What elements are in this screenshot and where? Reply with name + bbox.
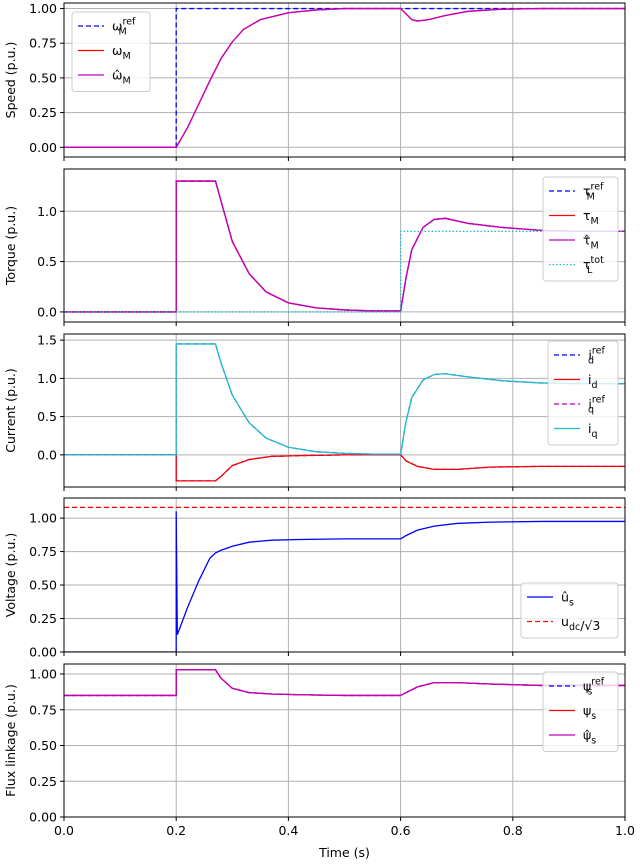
legend-entry-label: τref M	[583, 182, 604, 203]
y-tick-label: 0.50	[29, 70, 57, 85]
legend-entry-label: iref d	[588, 346, 605, 367]
legend-entry-label: τtot L	[583, 255, 604, 276]
y-tick-label: 1.00	[29, 667, 57, 682]
legend-box	[542, 671, 619, 752]
legend-entry-label: id	[588, 372, 598, 391]
legend-entry-label: iq	[588, 421, 598, 440]
flux-panel: 0.00 0.25 0.50 0.75 1.00 Flux linkage (p.u.) 0…	[3, 663, 635, 860]
y-tick-label: 0.50	[29, 578, 57, 593]
x-tick-label: 0.2	[166, 823, 186, 838]
y-tick-label: 1.00	[29, 511, 57, 526]
torque-y-axis-label: Torque (p.u.)	[3, 206, 18, 286]
legend-entry-label: udc/√3	[561, 614, 600, 633]
y-tick-label: 0.00	[29, 140, 57, 155]
x-tick-label: 0.8	[503, 823, 523, 838]
current-panel: 0.0 0.5 1.0 1.5 Current (p.u.) iref d id iref q iq	[3, 333, 626, 491]
y-tick-label: 0.0	[37, 447, 57, 462]
speed-y-axis-label: Speed (p.u.)	[3, 42, 18, 119]
legend-box	[71, 11, 151, 92]
speed-legend: ωref M ωM ω̂M	[71, 11, 151, 92]
torque-axes-frame	[63, 168, 626, 323]
flux-grid	[63, 664, 626, 818]
x-tick-label: 0.4	[278, 823, 298, 838]
legend-entry-label: ψref s	[583, 677, 605, 698]
torque-panel: 0.0 0.5 1.0 Torque (p.u.) τref M τM τ̂M τtot L	[3, 168, 626, 326]
voltage-panel: 0.00 0.25 0.50 0.75 1.00 Voltage (p.u.) ûs udc/…	[3, 497, 626, 660]
speed-series	[64, 7, 625, 148]
current-legend: iref d id iref q iq	[547, 340, 619, 446]
y-tick-label: 0.25	[29, 611, 57, 626]
legend-box	[542, 176, 619, 282]
y-tick-label: 0.50	[29, 738, 57, 753]
y-tick-label: 0.00	[29, 810, 57, 825]
x-tick-label: 0.0	[54, 823, 74, 838]
y-tick-label: 1.00	[29, 1, 57, 16]
y-tick-label: 1.0	[37, 204, 57, 219]
y-tick-label: 1.5	[37, 333, 57, 348]
legend-entry-label: ψ̂s	[583, 728, 596, 747]
speed-series-line-2	[64, 7, 625, 148]
current-series	[64, 343, 625, 482]
legend-entry-label: ω̂M	[112, 68, 131, 87]
y-tick-label: 0.25	[29, 105, 57, 120]
current-grid	[63, 334, 626, 487]
voltage-legend: ûs udc/√3	[520, 582, 619, 639]
current-series-line-0	[64, 454, 625, 482]
current-series-line-1	[64, 454, 625, 482]
legend-entry-label: ψs	[583, 703, 596, 722]
y-tick-label: 0.5	[37, 409, 57, 424]
legend-entry-label: τM	[583, 208, 599, 227]
x-tick-label: 0.6	[391, 823, 411, 838]
torque-legend: τref M τM τ̂M τtot L	[542, 176, 619, 282]
voltage-axes-frame	[63, 497, 626, 653]
legend-entry-label: iref q	[588, 395, 605, 416]
legend-box	[547, 340, 619, 446]
x-axis-label: Time (s)	[318, 845, 370, 860]
legend-entry-label: ûs	[561, 590, 574, 609]
y-tick-label: 0.75	[29, 36, 57, 51]
current-series-line-2	[64, 343, 625, 456]
y-tick-label: 0.75	[29, 702, 57, 717]
flux-series	[64, 669, 625, 697]
x-tick-label: 1.0	[615, 823, 635, 838]
voltage-series-line-0	[64, 511, 625, 652]
legend-entry-label: ωref M	[112, 17, 136, 38]
flux-y-axis-label: Flux linkage (p.u.)	[3, 684, 18, 797]
y-tick-label: 0.0	[37, 304, 57, 319]
torque-series	[64, 180, 625, 313]
current-y-axis-label: Current (p.u.)	[3, 368, 18, 452]
y-tick-label: 0.00	[29, 645, 57, 660]
legend-entry-label: τ̂M	[583, 233, 599, 252]
y-tick-label: 0.25	[29, 774, 57, 789]
torque-series-line-1	[64, 180, 625, 313]
torque-series-line-3	[64, 230, 625, 313]
y-tick-label: 0.75	[29, 544, 57, 559]
y-tick-label: 1.0	[37, 371, 57, 386]
torque-series-line-2	[64, 180, 625, 313]
torque-grid	[63, 169, 626, 322]
legend-entry-label: ωM	[112, 43, 131, 62]
current-series-line-3	[64, 343, 625, 456]
flux-legend: ψref s ψs ψ̂s	[542, 671, 619, 752]
y-tick-label: 0.5	[37, 254, 57, 269]
flux-axes-frame	[63, 663, 626, 818]
torque-series-line-0	[64, 180, 625, 313]
current-axes-frame	[63, 333, 626, 488]
speed-axes-frame	[63, 2, 626, 158]
voltage-series	[64, 506, 625, 652]
voltage-y-axis-label: Voltage (p.u.)	[3, 533, 18, 617]
flux-series-line-2	[64, 669, 625, 697]
